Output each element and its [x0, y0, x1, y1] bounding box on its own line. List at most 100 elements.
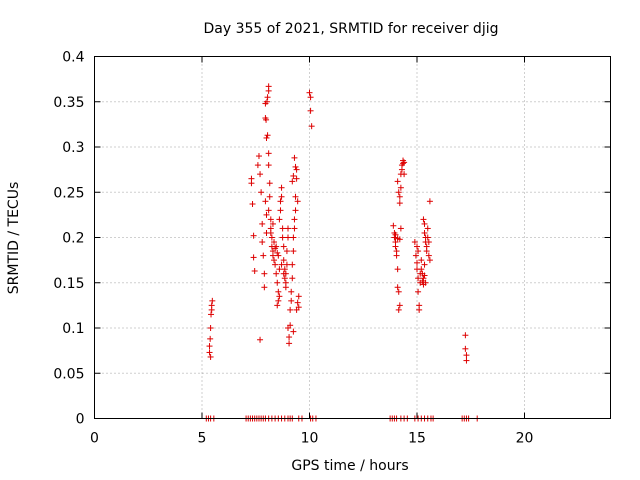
data-point	[392, 231, 399, 238]
x-tick-label: 10	[301, 431, 319, 447]
data-point	[273, 270, 280, 277]
data-point	[422, 279, 429, 286]
data-point	[397, 225, 404, 232]
data-point	[286, 334, 293, 341]
data-point	[272, 261, 279, 268]
data-point	[262, 100, 269, 107]
data-point	[287, 306, 294, 313]
data-point	[416, 306, 423, 313]
data-point	[282, 279, 289, 286]
plot-frame	[94, 56, 611, 419]
data-point	[269, 252, 276, 259]
x-tick-label: 0	[90, 431, 99, 447]
data-point	[292, 163, 299, 170]
data-point	[257, 336, 264, 343]
data-point	[265, 83, 272, 90]
data-point	[261, 284, 268, 291]
data-point	[209, 297, 216, 304]
data-point	[412, 252, 419, 259]
data-point	[283, 261, 290, 268]
y-tick-label: 0.05	[53, 366, 84, 382]
data-point	[281, 266, 288, 273]
data-point	[274, 279, 281, 286]
data-point	[207, 335, 214, 342]
data-point	[411, 239, 418, 246]
data-point	[265, 162, 272, 169]
data-point	[290, 172, 297, 179]
data-point	[393, 252, 400, 259]
data-point	[292, 207, 299, 214]
data-point	[425, 252, 432, 259]
data-point	[264, 94, 271, 101]
y-axis-label: SRMTID / TECUs	[6, 182, 22, 295]
data-point	[279, 225, 286, 232]
data-point	[308, 123, 315, 130]
data-point	[423, 248, 430, 255]
data-point	[415, 275, 422, 282]
data-point	[283, 248, 290, 255]
data-point	[397, 184, 404, 191]
data-point	[289, 261, 296, 268]
data-point	[281, 275, 288, 282]
data-point	[276, 293, 283, 300]
data-point	[288, 297, 295, 304]
data-point	[414, 243, 420, 250]
data-point	[257, 171, 264, 178]
data-point	[394, 284, 401, 291]
x-axis-label: GPS time / hours	[291, 458, 408, 474]
data-point	[208, 311, 215, 318]
data-point	[285, 234, 291, 241]
data-point	[265, 207, 272, 214]
data-point	[276, 216, 283, 223]
data-point	[414, 259, 420, 266]
data-point	[418, 266, 425, 273]
data-point	[420, 216, 427, 223]
data-point	[266, 180, 273, 187]
data-point	[261, 270, 268, 277]
data-point	[394, 178, 401, 185]
data-point	[287, 322, 294, 329]
y-tick-label: 0.4	[62, 50, 84, 66]
data-point	[462, 332, 469, 339]
data-point	[278, 261, 285, 268]
data-point	[293, 306, 300, 313]
data-point	[275, 252, 282, 259]
data-point	[291, 154, 298, 161]
data-point	[280, 270, 287, 277]
data-point	[288, 288, 295, 295]
data-point	[206, 343, 213, 350]
data-point	[392, 243, 399, 250]
data-point	[306, 89, 313, 96]
data-point	[279, 234, 286, 241]
data-point	[259, 220, 266, 227]
data-point	[426, 257, 433, 264]
data-points	[203, 83, 481, 422]
data-point	[263, 116, 270, 123]
data-point	[421, 272, 428, 279]
data-point	[278, 184, 285, 191]
data-point	[419, 277, 426, 284]
data-point	[249, 201, 256, 208]
data-point	[267, 229, 274, 236]
data-point	[280, 243, 287, 250]
data-point	[259, 239, 266, 246]
data-point	[421, 220, 428, 227]
data-point	[276, 266, 283, 273]
data-point	[462, 345, 469, 352]
y-tick-label: 0.25	[53, 185, 84, 201]
data-point	[207, 353, 214, 360]
data-point	[260, 252, 267, 259]
data-point	[293, 175, 300, 182]
data-point	[400, 157, 407, 164]
x-tick-label: 5	[198, 431, 207, 447]
data-point	[396, 200, 403, 207]
data-point	[255, 153, 262, 160]
data-point	[290, 248, 297, 255]
data-point	[269, 220, 276, 227]
data-point	[424, 225, 431, 232]
data-point	[293, 166, 300, 173]
data-point	[265, 150, 272, 157]
data-point	[208, 302, 215, 309]
data-point	[277, 207, 284, 214]
